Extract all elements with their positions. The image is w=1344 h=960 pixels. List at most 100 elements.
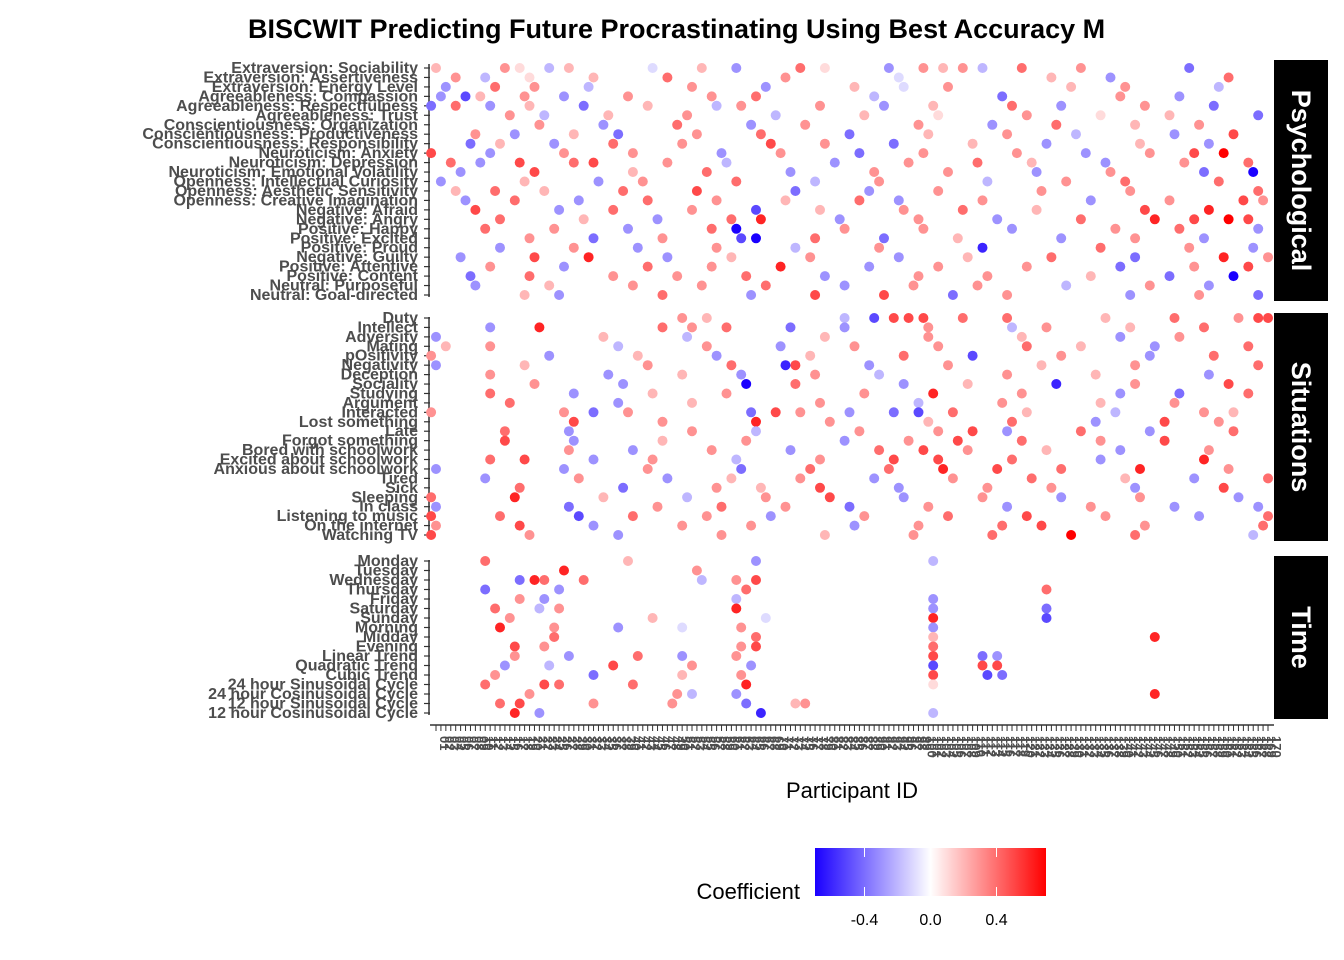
x-tick-label: 73 — [791, 736, 806, 750]
y-tick-label: Late — [385, 423, 418, 440]
data-point — [691, 129, 702, 140]
data-point — [815, 482, 825, 493]
data-point — [874, 242, 885, 253]
data-point — [760, 280, 771, 291]
x-tick-label: 106 — [954, 736, 969, 758]
data-point — [1100, 157, 1111, 168]
x-tick-label: 99 — [919, 736, 934, 750]
data-point — [810, 176, 821, 187]
data-point — [893, 482, 904, 493]
x-tick-label: 04 — [452, 736, 467, 751]
x-tick-label: 93 — [890, 736, 905, 750]
data-point — [1016, 63, 1027, 73]
data-point — [1007, 416, 1017, 427]
x-tick-label: 159 — [1215, 736, 1230, 758]
data-point — [775, 341, 786, 352]
data-point — [485, 261, 496, 272]
x-tick-label: 96 — [905, 736, 920, 750]
data-point — [839, 322, 850, 333]
data-point — [933, 426, 944, 437]
data-point — [563, 426, 574, 437]
data-point — [431, 331, 441, 342]
data-point — [938, 464, 949, 474]
x-tick-label: 145 — [1146, 736, 1161, 758]
data-point — [549, 138, 560, 149]
x-tick-label: 144 — [1141, 736, 1156, 758]
data-point — [563, 651, 574, 661]
data-point — [869, 167, 880, 177]
x-tick-label: 61 — [732, 736, 747, 750]
data-point — [524, 72, 535, 83]
x-tick-label: 19 — [526, 736, 541, 750]
x-tick-label: 74 — [796, 736, 811, 751]
x-tick-label: 82 — [836, 736, 851, 750]
data-point — [573, 473, 584, 484]
data-point — [810, 233, 821, 244]
data-point — [785, 167, 796, 177]
x-tick-label: 14 — [501, 736, 516, 751]
data-point — [1199, 322, 1209, 333]
data-point — [554, 204, 565, 215]
x-tick-label: 09 — [476, 736, 491, 750]
points — [426, 63, 1273, 718]
data-point — [1095, 454, 1106, 465]
data-point — [431, 360, 441, 371]
x-tick-label: 127 — [1057, 736, 1072, 758]
data-point — [972, 157, 983, 168]
data-point — [490, 603, 501, 614]
data-point — [1199, 454, 1209, 465]
data-point — [741, 584, 752, 595]
data-point — [726, 473, 737, 484]
data-point — [618, 482, 629, 493]
data-point — [933, 110, 944, 121]
y-tick-label: Sunday — [360, 610, 418, 627]
data-point — [943, 81, 953, 92]
data-point — [1002, 313, 1013, 323]
data-point — [790, 698, 801, 709]
data-point — [687, 204, 697, 215]
x-tick-label: 111 — [979, 736, 994, 756]
data-point — [1056, 233, 1067, 244]
data-point — [559, 464, 569, 474]
data-point — [529, 379, 540, 389]
x-tick-label: 91 — [880, 736, 895, 750]
x-tick-label: 143 — [1136, 736, 1151, 758]
data-point — [1218, 252, 1229, 263]
data-point — [465, 271, 476, 282]
x-tick-label: 77 — [811, 736, 826, 750]
data-point — [918, 63, 929, 73]
data-point — [499, 63, 510, 73]
y-tick-label: Agreeableness: Respectfulness — [176, 98, 418, 115]
data-point — [495, 622, 505, 633]
data-point — [849, 81, 860, 92]
data-point — [770, 110, 781, 121]
data-point — [549, 223, 560, 234]
data-point — [687, 397, 697, 408]
data-point — [470, 204, 481, 215]
data-point — [1258, 195, 1269, 206]
data-point — [519, 360, 530, 371]
data-point — [947, 473, 958, 484]
x-tick-label: 165 — [1244, 736, 1259, 758]
data-point — [1075, 63, 1086, 73]
x-tick-label: 17 — [516, 736, 531, 750]
data-point — [1130, 482, 1141, 493]
x-tick-label: 89 — [870, 736, 885, 750]
data-point — [1051, 379, 1062, 389]
y-tick-label: Negative: Guilty — [296, 249, 418, 266]
data-point — [588, 407, 599, 418]
data-point — [495, 511, 505, 522]
x-tick-label: 107 — [959, 736, 974, 758]
y-tick-label: Saturday — [350, 601, 419, 618]
x-tick-label: 113 — [988, 736, 1003, 757]
data-point — [509, 129, 520, 140]
y-tick-label: Intellect — [358, 319, 419, 336]
data-point — [741, 679, 752, 690]
data-point — [568, 129, 579, 140]
data-point — [1120, 81, 1131, 92]
y-tick-label: Anxious about schoolwork — [214, 461, 419, 478]
data-point — [888, 454, 899, 465]
data-point — [1056, 464, 1067, 474]
x-tick-label: 26 — [560, 736, 575, 750]
chart-title: BISCWIT Predicting Future Procrastinatin… — [248, 14, 1105, 44]
